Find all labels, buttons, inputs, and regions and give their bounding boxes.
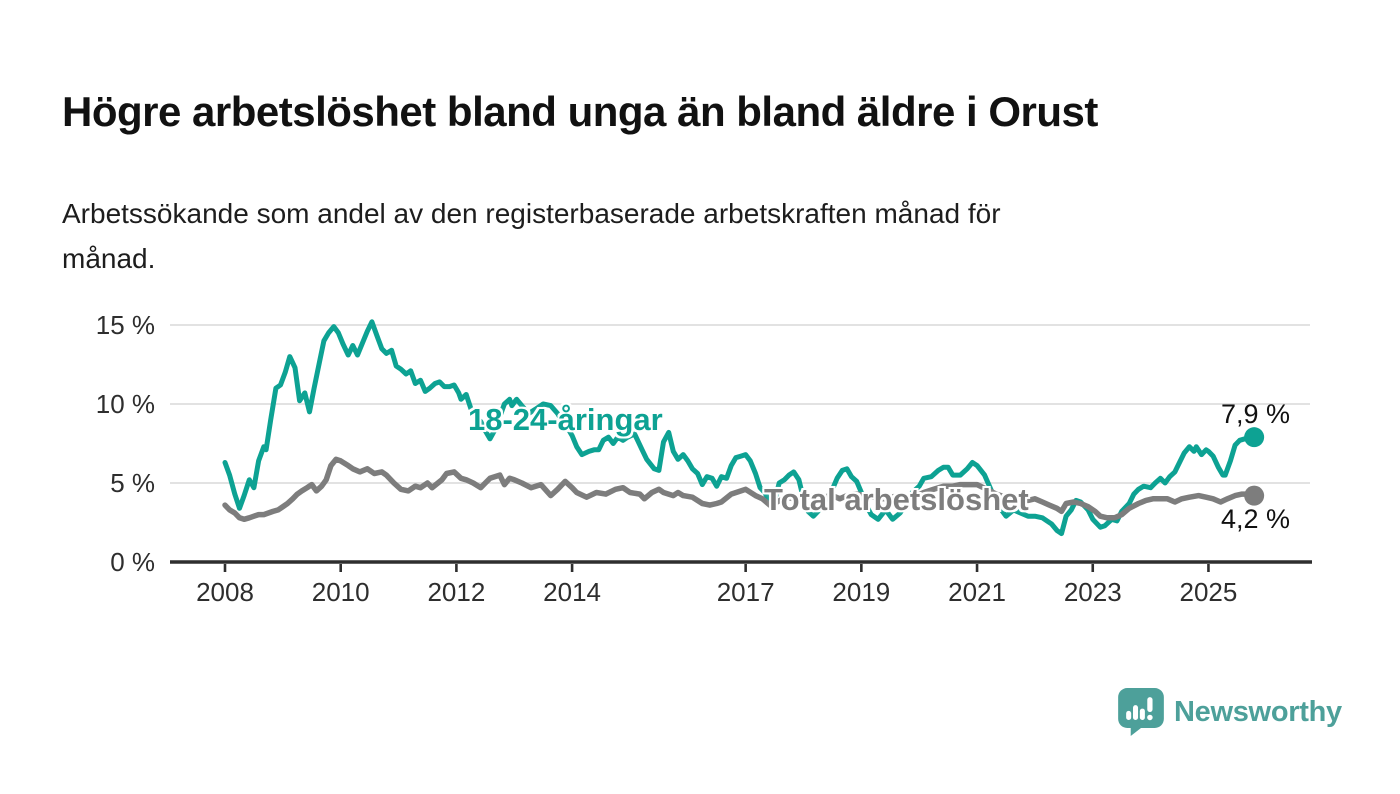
y-axis-tick-label: 5 % [110, 468, 155, 498]
series-line-youth [222, 319, 1257, 537]
y-axis-tick-label: 0 % [110, 547, 155, 577]
series-end-dots [1244, 427, 1265, 506]
x-axis-tick-label: 2025 [1179, 577, 1238, 607]
gridlines [170, 324, 1310, 484]
x-axis-tick-label: 2019 [832, 577, 891, 607]
series-line-total [222, 456, 1257, 523]
y-axis-tick-label: 10 % [95, 389, 155, 419]
x-axis-tick-label: 2014 [543, 577, 602, 607]
end-value-youth: 7,9 % [1220, 399, 1290, 429]
x-axis-tick-label: 2008 [196, 577, 254, 607]
series-end-dot-total [1244, 485, 1265, 506]
newsworthy-wordmark: Newsworthy [1174, 695, 1342, 728]
x-axis-tick-label: 2012 [427, 577, 486, 607]
series-lines [222, 319, 1257, 537]
x-axis-tick-label: 2021 [948, 577, 1006, 607]
series-label-total: Total arbetslöshet [764, 482, 1029, 517]
x-axis-tick-label: 2010 [311, 577, 370, 607]
page-title: Högre arbetslöshet bland unga än bland ä… [62, 88, 1098, 136]
end-value-total: 4,2 % [1220, 504, 1290, 534]
series-label-youth: 18-24-åringar [468, 402, 663, 437]
newsworthy-bubble-chart-icon [1118, 688, 1164, 736]
x-axis [170, 560, 1312, 572]
series-end-dot-youth [1244, 427, 1265, 448]
y-axis-tick-label: 15 % [95, 310, 155, 340]
x-axis-tick-label: 2023 [1063, 577, 1122, 607]
newsworthy-logo: Newsworthy [1118, 688, 1342, 736]
x-axis-tick-label: 2017 [716, 577, 775, 607]
page-subtitle: Arbetssökande som andel av den registerb… [62, 198, 1001, 274]
